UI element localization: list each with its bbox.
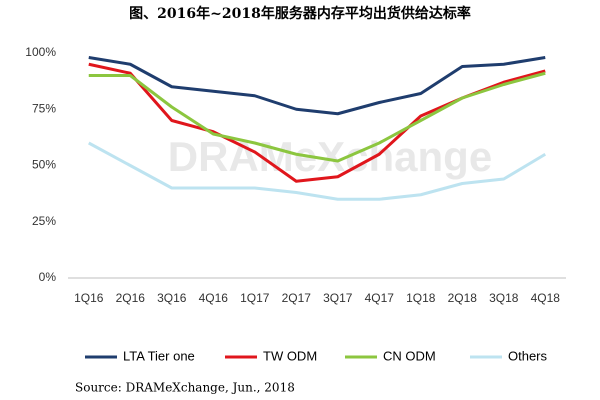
series-line <box>88 56 546 116</box>
y-tick-label: 25% <box>32 214 56 228</box>
legend-label: Others <box>508 348 548 363</box>
watermark: DRAMeXchange <box>168 133 492 180</box>
y-tick-label: 0% <box>39 270 57 284</box>
x-tick-label: 1Q16 <box>74 291 104 305</box>
legend-label: LTA Tier one <box>123 348 195 363</box>
source-note: Source: DRAMeXchange, Jun., 2018 <box>75 381 295 395</box>
y-tick-label: 100% <box>25 45 56 59</box>
legend-label: TW ODM <box>263 348 317 363</box>
chart-title: 图、2016年~2018年服务器内存平均出货供给达标率 <box>129 5 471 22</box>
x-tick-label: 4Q18 <box>531 291 561 305</box>
x-tick-label: 3Q18 <box>489 291 519 305</box>
x-tick-label: 2Q18 <box>448 291 478 305</box>
y-tick-label: 50% <box>32 158 56 172</box>
y-tick-label: 75% <box>32 101 56 115</box>
x-tick-label: 1Q17 <box>240 291 270 305</box>
x-tick-label: 3Q17 <box>323 291 353 305</box>
x-tick-label: 4Q17 <box>365 291 395 305</box>
x-tick-label: 4Q16 <box>199 291 229 305</box>
series-line <box>88 71 546 163</box>
legend-label: CN ODM <box>383 348 436 363</box>
x-tick-label: 3Q16 <box>157 291 187 305</box>
x-tick-label: 1Q18 <box>406 291 436 305</box>
x-tick-label: 2Q17 <box>282 291 312 305</box>
x-tick-label: 2Q16 <box>116 291 146 305</box>
series-line <box>88 141 547 201</box>
